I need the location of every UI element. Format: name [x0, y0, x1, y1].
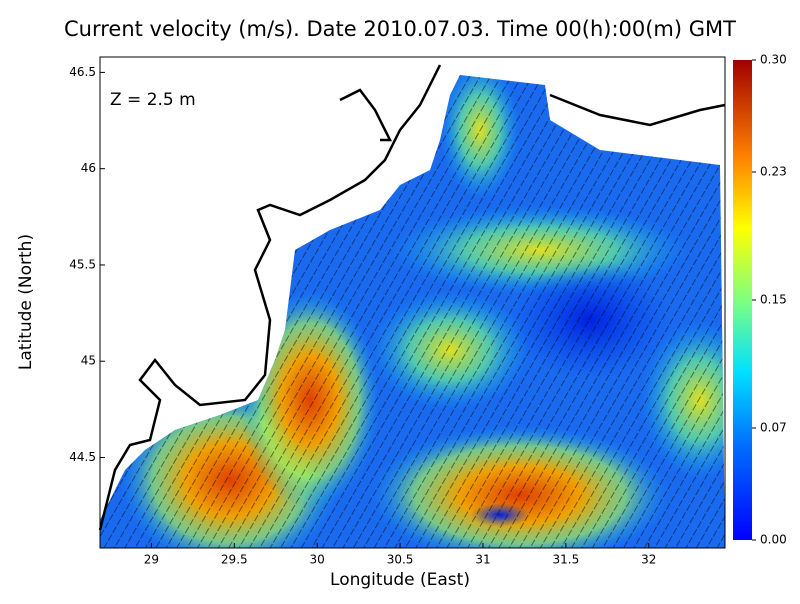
chart-title: Current velocity (m/s). Date 2010.07.03.…: [64, 17, 736, 41]
x-tick-label: 31: [475, 553, 490, 567]
colorbar-tick-label: 0.00: [760, 533, 787, 547]
y-tick-label: 44.5: [69, 450, 96, 464]
coastline: [98, 64, 442, 531]
x-tick-label: 29: [144, 553, 159, 567]
x-tick-label: 30: [310, 553, 325, 567]
x-tick-label: 29.5: [221, 553, 248, 567]
plot-frame: [99, 56, 726, 549]
y-tick-label: 46.5: [69, 65, 96, 79]
coastline: [549, 93, 726, 127]
y-axis-label: Latitude (North): [16, 234, 36, 370]
coastline: [339, 88, 393, 142]
colorbar-tick-label: 0.15: [760, 293, 787, 307]
depth-annotation: Z = 2.5 m: [110, 90, 196, 110]
x-tick-label: 32: [641, 553, 656, 567]
colorbar-tick-label: 0.07: [760, 421, 787, 435]
colorbar-tick-label: 0.30: [760, 53, 787, 67]
x-tick-label: 30.5: [387, 553, 414, 567]
y-tick-label: 46: [81, 161, 96, 175]
x-tick-label: 31.5: [552, 553, 579, 567]
x-axis-label: Longitude (East): [330, 570, 470, 590]
colorbar: [733, 60, 752, 540]
colorbar-tick-label: 0.23: [760, 165, 787, 179]
velocity-field: [100, 75, 725, 548]
y-tick-label: 45.5: [69, 257, 96, 271]
y-tick-label: 45: [81, 354, 96, 368]
